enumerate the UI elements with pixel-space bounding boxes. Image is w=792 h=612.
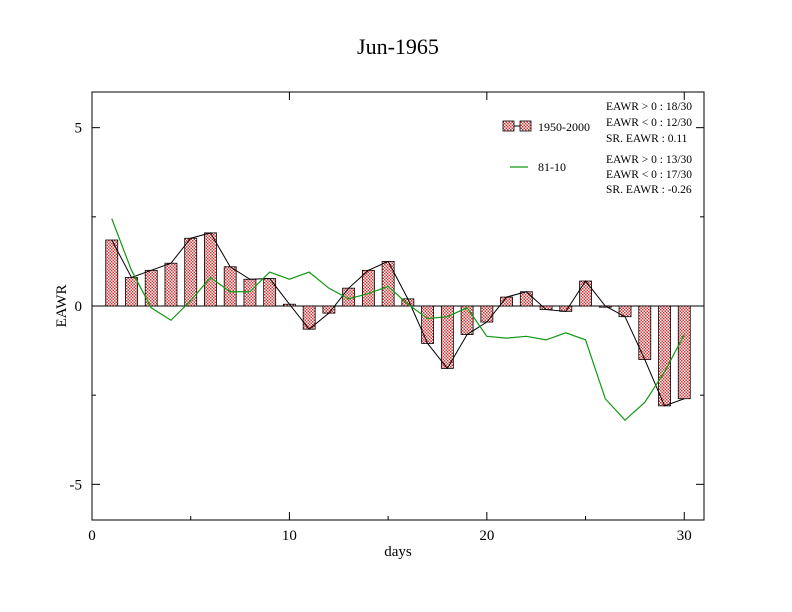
line-1950-2000 [111, 232, 685, 407]
bar-day-30 [677, 305, 691, 400]
bar-day-20 [480, 305, 494, 323]
bar-day-29 [658, 305, 671, 407]
x-tick-label-20: 20 [479, 528, 494, 544]
bar-day-27 [618, 305, 632, 318]
chart-title: Jun-1965 [357, 34, 439, 59]
y-tick-label-5: 5 [75, 121, 83, 137]
x-tick-label-30: 30 [677, 528, 692, 544]
y-tick-label-0: 0 [75, 299, 83, 315]
bar-day-17 [421, 305, 435, 344]
bar-day-7 [223, 266, 237, 307]
x-axis-label: days [384, 544, 412, 560]
x-tick-label-10: 10 [282, 528, 297, 544]
bar-day-1 [105, 239, 119, 307]
bar-series [105, 232, 691, 407]
bar-day-22 [519, 291, 533, 307]
bar-day-14 [361, 269, 375, 307]
bar-day-4 [164, 262, 178, 307]
bar-day-8 [243, 278, 257, 307]
line-81-10 [111, 218, 685, 421]
stat-recent-positive: EAWR > 0 : 13/30 [606, 154, 692, 166]
bar-day-15 [381, 261, 395, 307]
stat-base-sr: SR. EAWR : 0.11 [606, 133, 688, 145]
bar-day-25 [579, 280, 592, 307]
legend-swatch-1950-2000-right [519, 120, 532, 132]
stat-base-negative: EAWR < 0 : 12/30 [606, 117, 692, 129]
x-tick-label-0: 0 [88, 528, 96, 544]
bar-day-9 [263, 278, 277, 307]
stat-recent-negative: EAWR < 0 : 17/30 [606, 169, 692, 181]
line-series [111, 218, 685, 421]
legend-label-1950-2000: 1950-2000 [538, 120, 590, 134]
y-tick-label--5: -5 [70, 477, 83, 493]
bar-day-6 [204, 232, 217, 307]
legend-swatch-1950-2000-left [502, 120, 515, 132]
bar-day-21 [500, 296, 513, 307]
stat-base-positive: EAWR > 0 : 18/30 [606, 101, 692, 113]
bar-day-2 [125, 277, 138, 307]
stat-recent-sr: SR. EAWR : -0.26 [606, 184, 692, 196]
y-axis-label: EAWR [54, 285, 70, 328]
legend: 1950-2000 81-10 EAWR > 0 : 18/30 EAWR < … [502, 101, 692, 196]
legend-label-81-10: 81-10 [538, 160, 566, 174]
